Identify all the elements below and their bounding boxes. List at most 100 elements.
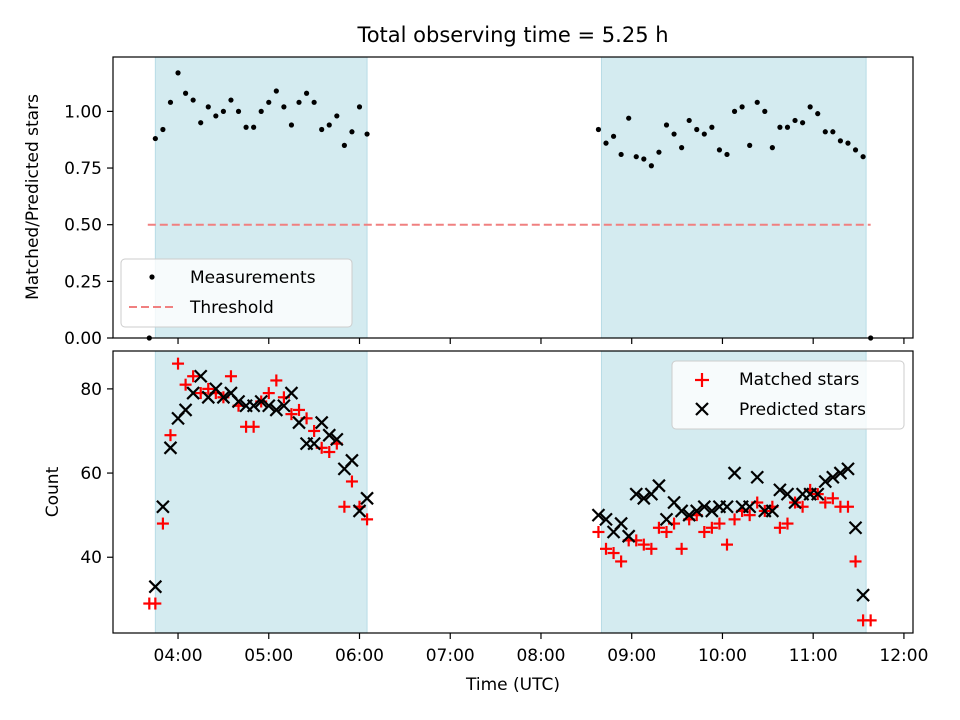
measurement-point xyxy=(213,113,219,119)
predicted-star-point xyxy=(322,428,337,442)
top-panel: 0.00 0.25 0.50 0.75 1.00 Matched/Predicted s… xyxy=(23,56,914,349)
matched-star-point xyxy=(156,517,169,530)
y-tick-label: 0.50 xyxy=(64,216,102,236)
predicted-star-point xyxy=(705,504,719,518)
measurement-point xyxy=(656,149,662,155)
measurement-point xyxy=(762,108,768,114)
x-tick-label: 06:00 xyxy=(335,646,384,666)
measurement-point xyxy=(205,104,211,110)
measurement-point xyxy=(288,122,295,128)
predicted-star-point xyxy=(186,386,200,400)
measurement-point xyxy=(610,133,617,139)
legend-measurements-label: Measurements xyxy=(190,268,316,288)
measurement-point xyxy=(709,124,715,130)
measurement-point xyxy=(648,163,654,169)
measurement-point xyxy=(724,151,730,158)
top-panel-y-ticks: 0.00 0.25 0.50 0.75 1.00 xyxy=(64,102,113,349)
predicted-star-point xyxy=(833,466,848,480)
predicted-star-point xyxy=(689,504,704,518)
x-tick-label: 11:00 xyxy=(789,646,838,666)
bottom-panel-y-axis-label: Count xyxy=(43,466,63,517)
legend-measurements-marker xyxy=(149,274,155,280)
predicted-star-point xyxy=(841,462,855,476)
matched-star-point xyxy=(713,517,726,530)
bottom-panel-frame xyxy=(112,350,914,634)
predicted-star-point xyxy=(621,529,636,543)
measurement-point xyxy=(182,90,189,96)
measurement-point xyxy=(258,108,264,114)
legend-predicted-label: Predicted stars xyxy=(739,400,866,420)
predicted-star-point xyxy=(637,491,651,506)
matched-star-point xyxy=(675,542,688,555)
measurement-point xyxy=(679,145,685,151)
measurement-point xyxy=(754,99,760,105)
predicted-star-point xyxy=(216,390,231,405)
predicted-star-point xyxy=(727,466,742,480)
bottom-panel: 40 60 80 04:00 05:00 06:00 07:00 08:00 09:00 10:… xyxy=(43,350,928,695)
shaded-interval-1 xyxy=(600,56,867,339)
predicted-star-point xyxy=(848,520,863,535)
predicted-star-point xyxy=(697,499,712,514)
measurement-point xyxy=(326,122,332,128)
matched-star-point xyxy=(705,521,718,534)
matched-star-point xyxy=(345,475,358,488)
matched-star-point xyxy=(308,424,321,437)
measurement-point xyxy=(167,99,174,105)
measurement-point xyxy=(243,124,249,130)
measurement-point xyxy=(303,90,310,96)
matched-star-point xyxy=(361,513,374,526)
matched-star-point xyxy=(224,370,237,383)
matched-star-point xyxy=(247,420,260,433)
predicted-star-point xyxy=(352,504,367,518)
y-tick-label: 0.75 xyxy=(64,159,102,179)
chart-title: Total observing time = 5.25 h xyxy=(356,23,668,47)
top-panel-x-ticks xyxy=(177,338,905,344)
matched-star-point xyxy=(592,525,605,538)
y-tick-label: 40 xyxy=(80,548,102,568)
legend-matched-marker xyxy=(695,373,709,387)
top-panel-legend: Measurements Threshold xyxy=(120,258,353,328)
y-tick-label: 1.00 xyxy=(64,102,102,122)
predicted-star-point xyxy=(148,579,163,594)
measurement-point xyxy=(830,129,836,135)
measurement-point xyxy=(852,147,859,153)
legend-predicted-marker xyxy=(695,402,709,416)
matched-star-point xyxy=(826,492,839,505)
measurement-point xyxy=(663,122,670,128)
measurement-point xyxy=(626,115,632,121)
y-tick-label: 0.00 xyxy=(64,329,102,349)
predicted-star-point xyxy=(599,512,613,527)
predicted-star-point xyxy=(261,398,276,413)
measurement-point xyxy=(334,113,340,119)
measurement-point xyxy=(235,108,242,114)
matched-star-point xyxy=(660,525,673,538)
bottom-panel-y-ticks: 40 60 80 xyxy=(80,380,113,568)
measurement-point xyxy=(716,147,723,153)
measurement-point xyxy=(815,111,821,117)
measurement-point xyxy=(777,124,783,130)
measurement-point xyxy=(845,140,851,146)
matched-star-point xyxy=(720,538,733,551)
measurement-point xyxy=(694,126,700,133)
legend-threshold-label: Threshold xyxy=(189,298,274,318)
predicted-star-point xyxy=(773,483,787,497)
y-tick-label: 60 xyxy=(80,464,102,484)
matched-star-point xyxy=(743,509,756,522)
predicted-star-point xyxy=(360,491,374,506)
bottom-panel-legend-box xyxy=(671,360,905,430)
matched-star-point xyxy=(338,500,351,513)
matched-star-point xyxy=(285,408,298,421)
measurement-point xyxy=(769,145,775,151)
measurement-point xyxy=(747,142,753,148)
matched-star-point xyxy=(849,555,862,568)
measurement-point xyxy=(641,156,647,162)
predicted-star-point xyxy=(163,441,178,455)
y-tick-label: 0.25 xyxy=(64,272,102,292)
measurement-point xyxy=(281,104,287,110)
measurement-point xyxy=(731,108,738,114)
measurement-point xyxy=(311,99,317,105)
matched-star-point xyxy=(149,597,162,610)
x-tick-label: 05:00 xyxy=(244,646,293,666)
measurement-point xyxy=(686,117,692,124)
predicted-star-point xyxy=(629,487,644,501)
